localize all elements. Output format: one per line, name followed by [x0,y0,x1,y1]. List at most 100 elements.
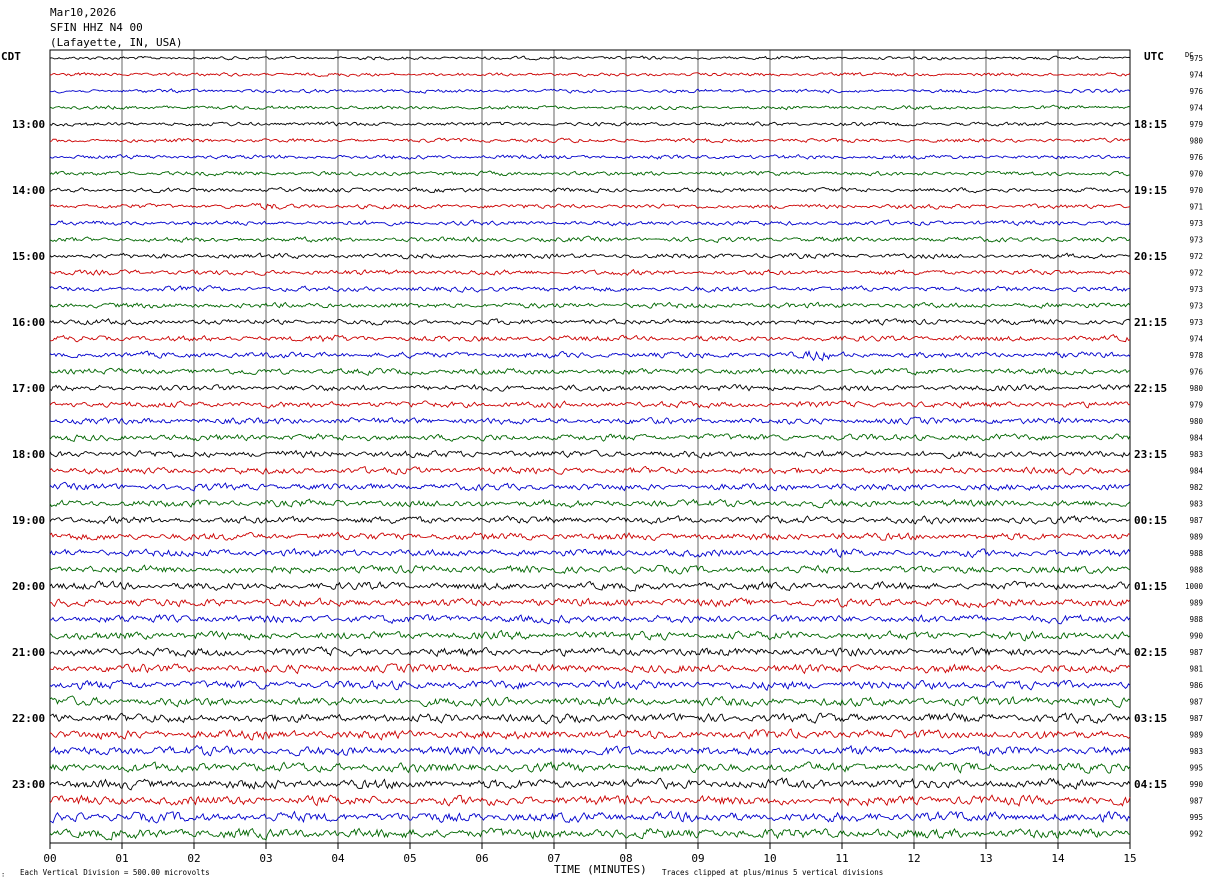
dc-offset-label: 975 [1189,54,1203,63]
dc-offset-label: 986 [1189,681,1203,690]
dc-offset-label: 989 [1189,731,1203,740]
dc-offset-label: 980 [1189,417,1203,426]
trace-layer [49,55,1131,841]
x-tick-label: 00 [43,852,56,865]
trace-row [49,498,1131,509]
trace-row [49,416,1131,426]
dc-offset-label: 989 [1189,599,1203,608]
trace-row [49,202,1131,210]
corner-mark: ∶ [1,871,5,879]
x-axis-ticks: 00 01 02 03 04 05 06 07 08 09 10 11 12 13 14 15 [43,843,1137,865]
x-tick-label: 09 [691,852,704,865]
trace-row [49,268,1131,276]
dc-offset-label: 988 [1189,566,1203,575]
x-axis-label: TIME (MINUTES) [554,863,647,876]
dc-offset-label: 995 [1189,764,1203,773]
dc-offset-label: 976 [1189,153,1203,162]
trace-row [49,433,1131,443]
trace-row [49,481,1131,492]
trace-row [49,384,1131,392]
right-timezone-label: UTC [1144,50,1164,63]
grid-layer [49,49,1131,844]
left-timezone-label: CDT [1,50,21,63]
dc-offset-label: 970 [1189,170,1203,179]
trace-row [49,334,1131,343]
dc-offset-label: 973 [1189,236,1203,245]
right-hour-label: 18:15 [1134,118,1167,131]
dc-offset-label: 978 [1189,351,1203,360]
right-hour-label: 19:15 [1134,184,1167,197]
trace-row [49,564,1131,575]
left-hour-label: 14:00 [12,184,45,197]
dc-offset-label: 987 [1189,516,1203,525]
trace-row [49,235,1131,244]
x-tick-label: 11 [835,852,848,865]
x-tick-label: 05 [403,852,416,865]
trace-row [49,301,1131,309]
trace-row [49,515,1131,525]
left-hour-label: 16:00 [12,316,45,329]
trace-row [49,465,1131,476]
trace-row [49,629,1131,642]
trace-row [49,88,1131,94]
dc-offset-label: 974 [1189,71,1203,80]
dc-offset-label: 973 [1189,318,1203,327]
dc-offset-label: 972 [1189,269,1203,278]
dc-offset-label: 1000 [1185,582,1204,591]
dc-offset-label: 983 [1189,747,1203,756]
trace-row [49,777,1131,791]
x-tick-label: 01 [115,852,128,865]
right-hour-label: 01:15 [1134,580,1167,593]
trace-row [49,580,1131,592]
dc-offset-label: 983 [1189,500,1203,509]
dc-offset-label: 987 [1189,698,1203,707]
right-hour-label: 02:15 [1134,646,1167,659]
trace-row [49,285,1131,293]
trace-row [49,449,1131,459]
dc-offset-label: 980 [1189,384,1203,393]
trace-row [49,613,1131,625]
right-hour-label: 23:15 [1134,448,1167,461]
header-station: SFIN HHZ N4 00 [50,21,143,34]
right-hour-labels: 18:15 19:15 20:15 21:15 22:15 23:15 00:15 01:15… [1134,118,1167,791]
trace-row [49,547,1131,559]
right-hour-label: 00:15 [1134,514,1167,527]
dc-offset-label: 973 [1189,219,1203,228]
trace-row [49,318,1131,326]
left-hour-label: 15:00 [12,250,45,263]
trace-row [49,531,1131,542]
dc-offset-label: 972 [1189,252,1203,261]
x-tick-label: 06 [475,852,488,865]
dc-offset-label: 976 [1189,368,1203,377]
dc-offset-label: 990 [1189,632,1203,641]
right-hour-label: 21:15 [1134,316,1167,329]
trace-row [49,104,1131,111]
x-tick-label: 04 [331,852,345,865]
trace-row [49,712,1131,725]
trace-row [49,810,1131,824]
dc-offset-label: 988 [1189,549,1203,558]
dc-offset-label: 987 [1189,648,1203,657]
dc-offset-label: 974 [1189,104,1203,113]
dc-offset-label: 989 [1189,533,1203,542]
x-tick-label: 13 [979,852,992,865]
dc-offset-label: 987 [1189,797,1203,806]
x-tick-label: 02 [187,852,200,865]
trace-row [49,367,1131,377]
dc-offset-label: 980 [1189,137,1203,146]
dc-offset-label: 981 [1189,665,1203,674]
dc-offset-label: 983 [1189,450,1203,459]
left-hour-label: 23:00 [12,778,45,791]
trace-row [49,597,1131,609]
header-location: (Lafayette, IN, USA) [50,36,182,49]
dc-offset-label: 982 [1189,483,1203,492]
trace-row [49,55,1131,61]
trace-row [49,646,1131,658]
dc-offset-label: 990 [1189,780,1203,789]
trace-row [49,695,1131,709]
trace-row [49,170,1131,177]
left-hour-label: 17:00 [12,382,45,395]
scale-note: Each Vertical Division = 500.00 microvol… [20,868,210,877]
trace-row [49,219,1131,227]
